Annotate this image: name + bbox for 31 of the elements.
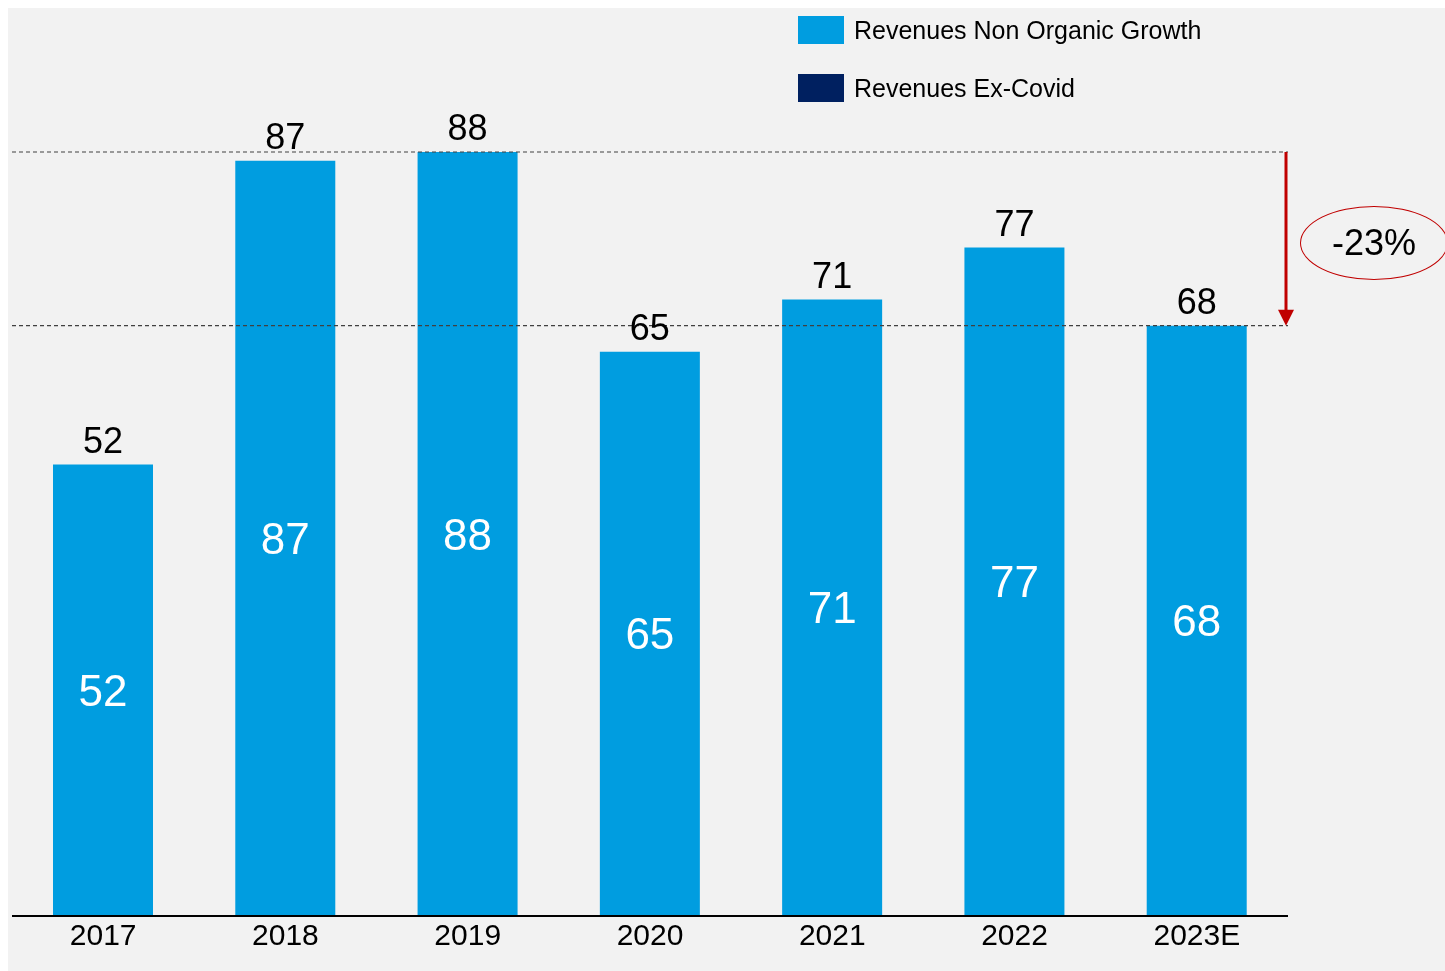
- total-label: 77: [994, 202, 1035, 244]
- x-tick-label: 2022: [981, 918, 1048, 952]
- data-label: 88: [443, 509, 493, 559]
- x-tick-label: 2020: [616, 918, 684, 952]
- total-label: 87: [265, 115, 306, 157]
- bar: [53, 464, 153, 916]
- data-label: 87: [260, 513, 310, 563]
- bar: [964, 247, 1065, 916]
- bar: [599, 351, 700, 916]
- data-label: 68: [1172, 596, 1222, 646]
- bar: [417, 152, 518, 916]
- legend-label: Revenues Non Organic Growth: [854, 15, 1202, 45]
- total-label: 52: [82, 419, 124, 461]
- total-label: 68: [1176, 280, 1217, 322]
- total-label: 71: [812, 254, 853, 296]
- data-label: 71: [807, 583, 857, 633]
- x-tick-label: 2018: [252, 918, 319, 952]
- bar: [782, 299, 883, 916]
- text: -23%: [1331, 222, 1417, 264]
- x-tick-label: 2023E: [1153, 918, 1241, 952]
- total-label: 65: [629, 306, 670, 348]
- bar: [1146, 325, 1247, 916]
- x-tick-label: 2019: [434, 918, 502, 952]
- x-tick-label: 2017: [69, 918, 137, 952]
- bar: [235, 160, 336, 916]
- data-label: 52: [78, 665, 128, 715]
- data-label: 77: [989, 557, 1039, 607]
- x-tick-label: 2021: [798, 918, 866, 952]
- legend-label: Revenues Ex-Covid: [854, 73, 1075, 103]
- total-label: 88: [447, 107, 488, 148]
- data-label: 65: [625, 609, 675, 659]
